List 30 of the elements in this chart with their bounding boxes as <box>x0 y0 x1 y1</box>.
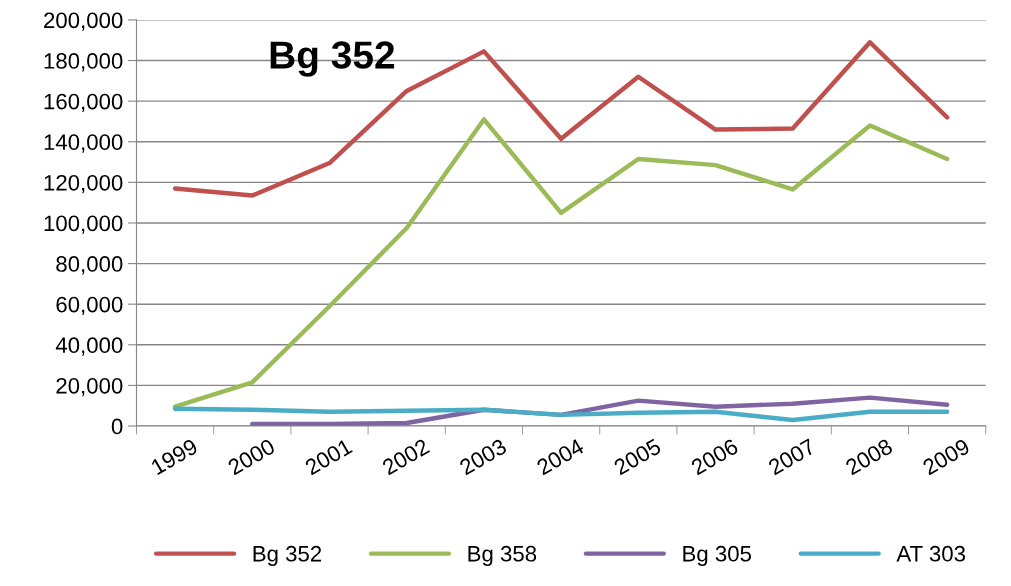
y-tick-label: 200,000 <box>44 12 123 31</box>
x-tick-label: 2005 <box>612 438 662 476</box>
x-tick-label: 2000 <box>226 438 276 476</box>
x-tick-label: 2009 <box>921 438 971 476</box>
y-tick-label: 100,000 <box>44 215 123 234</box>
line-series <box>172 40 950 198</box>
text: Bg 352 <box>270 41 395 77</box>
y-tick-label: 0 <box>111 418 123 435</box>
legend-label: Bg 305 <box>683 545 752 566</box>
x-tick-label: 2007 <box>767 438 817 476</box>
x-tick-label: 2003 <box>458 438 508 476</box>
y-tick-label: 20,000 <box>56 377 123 397</box>
legend-label: Bg 358 <box>468 545 537 566</box>
y-tick-label: 180,000 <box>44 53 123 72</box>
y-tick-label: 40,000 <box>55 337 123 356</box>
x-tick-label: 2006 <box>690 438 740 476</box>
legend-label: AT 303 <box>896 545 966 562</box>
legend-label: Bg 352 <box>253 545 322 566</box>
x-tick-label: 2002 <box>381 438 431 476</box>
x-tick-label: 2008 <box>844 438 894 476</box>
x-tick-label: 1999 <box>150 438 199 476</box>
line-series <box>172 406 950 423</box>
y-tick-label: 60,000 <box>56 296 123 316</box>
line-series <box>172 117 950 409</box>
y-tick-label: 140,000 <box>44 134 123 153</box>
x-tick-label: 2001 <box>304 438 353 476</box>
y-tick-label: 160,000 <box>44 93 123 113</box>
y-tick-label: 80,000 <box>56 256 123 275</box>
y-tick-label: 120,000 <box>44 174 123 194</box>
x-tick-label: 2004 <box>535 437 585 476</box>
